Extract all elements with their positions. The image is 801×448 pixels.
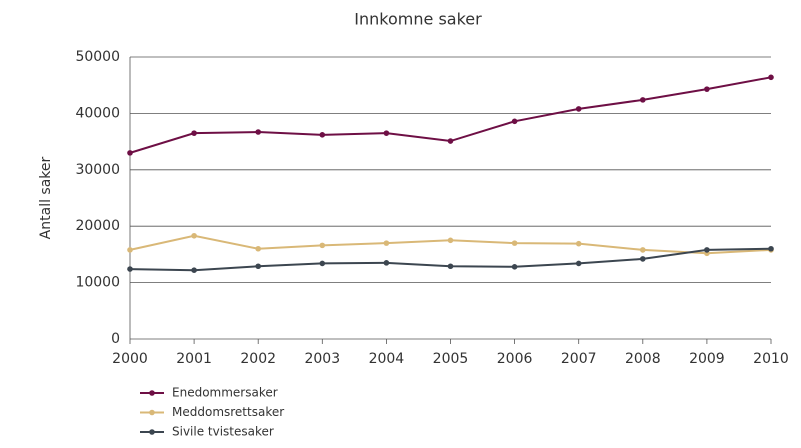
y-tick-label: 20000	[75, 218, 120, 234]
data-point	[191, 232, 197, 239]
data-point	[640, 256, 646, 262]
data-point	[255, 245, 261, 252]
legend-text: Sivile tvistesaker	[172, 425, 274, 439]
data-point	[447, 263, 454, 270]
data-point	[319, 132, 326, 138]
legend-marker	[149, 390, 155, 396]
x-tick-label: 2004	[369, 351, 405, 367]
x-tick-label: 2002	[240, 351, 276, 367]
data-point	[383, 130, 390, 136]
y-axis-label: Antall saker	[38, 156, 54, 239]
x-tick-label: 2005	[433, 351, 469, 367]
data-point	[383, 240, 390, 246]
data-point	[191, 130, 197, 136]
data-point	[768, 74, 774, 81]
legend-marker	[149, 409, 155, 416]
data-point	[447, 138, 454, 144]
data-point	[575, 240, 582, 247]
legend-text: Enedommersaker	[172, 386, 278, 400]
data-point	[127, 266, 133, 272]
legend-text: Meddomsrettsaker	[172, 405, 284, 419]
data-point	[255, 263, 261, 270]
data-point	[127, 247, 133, 253]
y-tick-label: 0	[111, 331, 120, 347]
data-point	[640, 97, 646, 103]
data-point	[319, 260, 326, 267]
data-point	[511, 240, 518, 246]
legend-marker	[149, 429, 155, 435]
data-point	[704, 247, 710, 253]
x-tick-label: 2003	[304, 351, 340, 367]
data-point	[447, 237, 454, 244]
x-tick-label: 2001	[176, 351, 212, 367]
data-point	[511, 118, 518, 125]
x-tick-label: 2009	[689, 351, 725, 367]
x-tick-label: 2000	[112, 351, 148, 367]
x-tick-label: 2007	[561, 351, 597, 367]
data-point	[768, 245, 774, 252]
data-point	[575, 260, 582, 267]
y-tick-label: 40000	[75, 105, 120, 121]
data-point	[704, 86, 710, 92]
data-point	[575, 106, 582, 112]
x-tick-label: 2008	[625, 351, 661, 367]
x-tick-label: 2006	[497, 351, 533, 367]
y-tick-label: 30000	[75, 162, 120, 178]
data-point	[511, 264, 518, 270]
data-point	[255, 129, 261, 135]
y-tick-label: 50000	[75, 49, 120, 65]
data-point	[383, 260, 390, 266]
data-point	[319, 242, 326, 249]
data-point	[127, 150, 133, 156]
y-tick-label: 10000	[75, 275, 120, 291]
x-tick-label: 2010	[753, 351, 789, 367]
data-point	[191, 267, 197, 273]
chart-title: Innkomne saker	[354, 10, 482, 29]
data-point	[640, 247, 646, 253]
